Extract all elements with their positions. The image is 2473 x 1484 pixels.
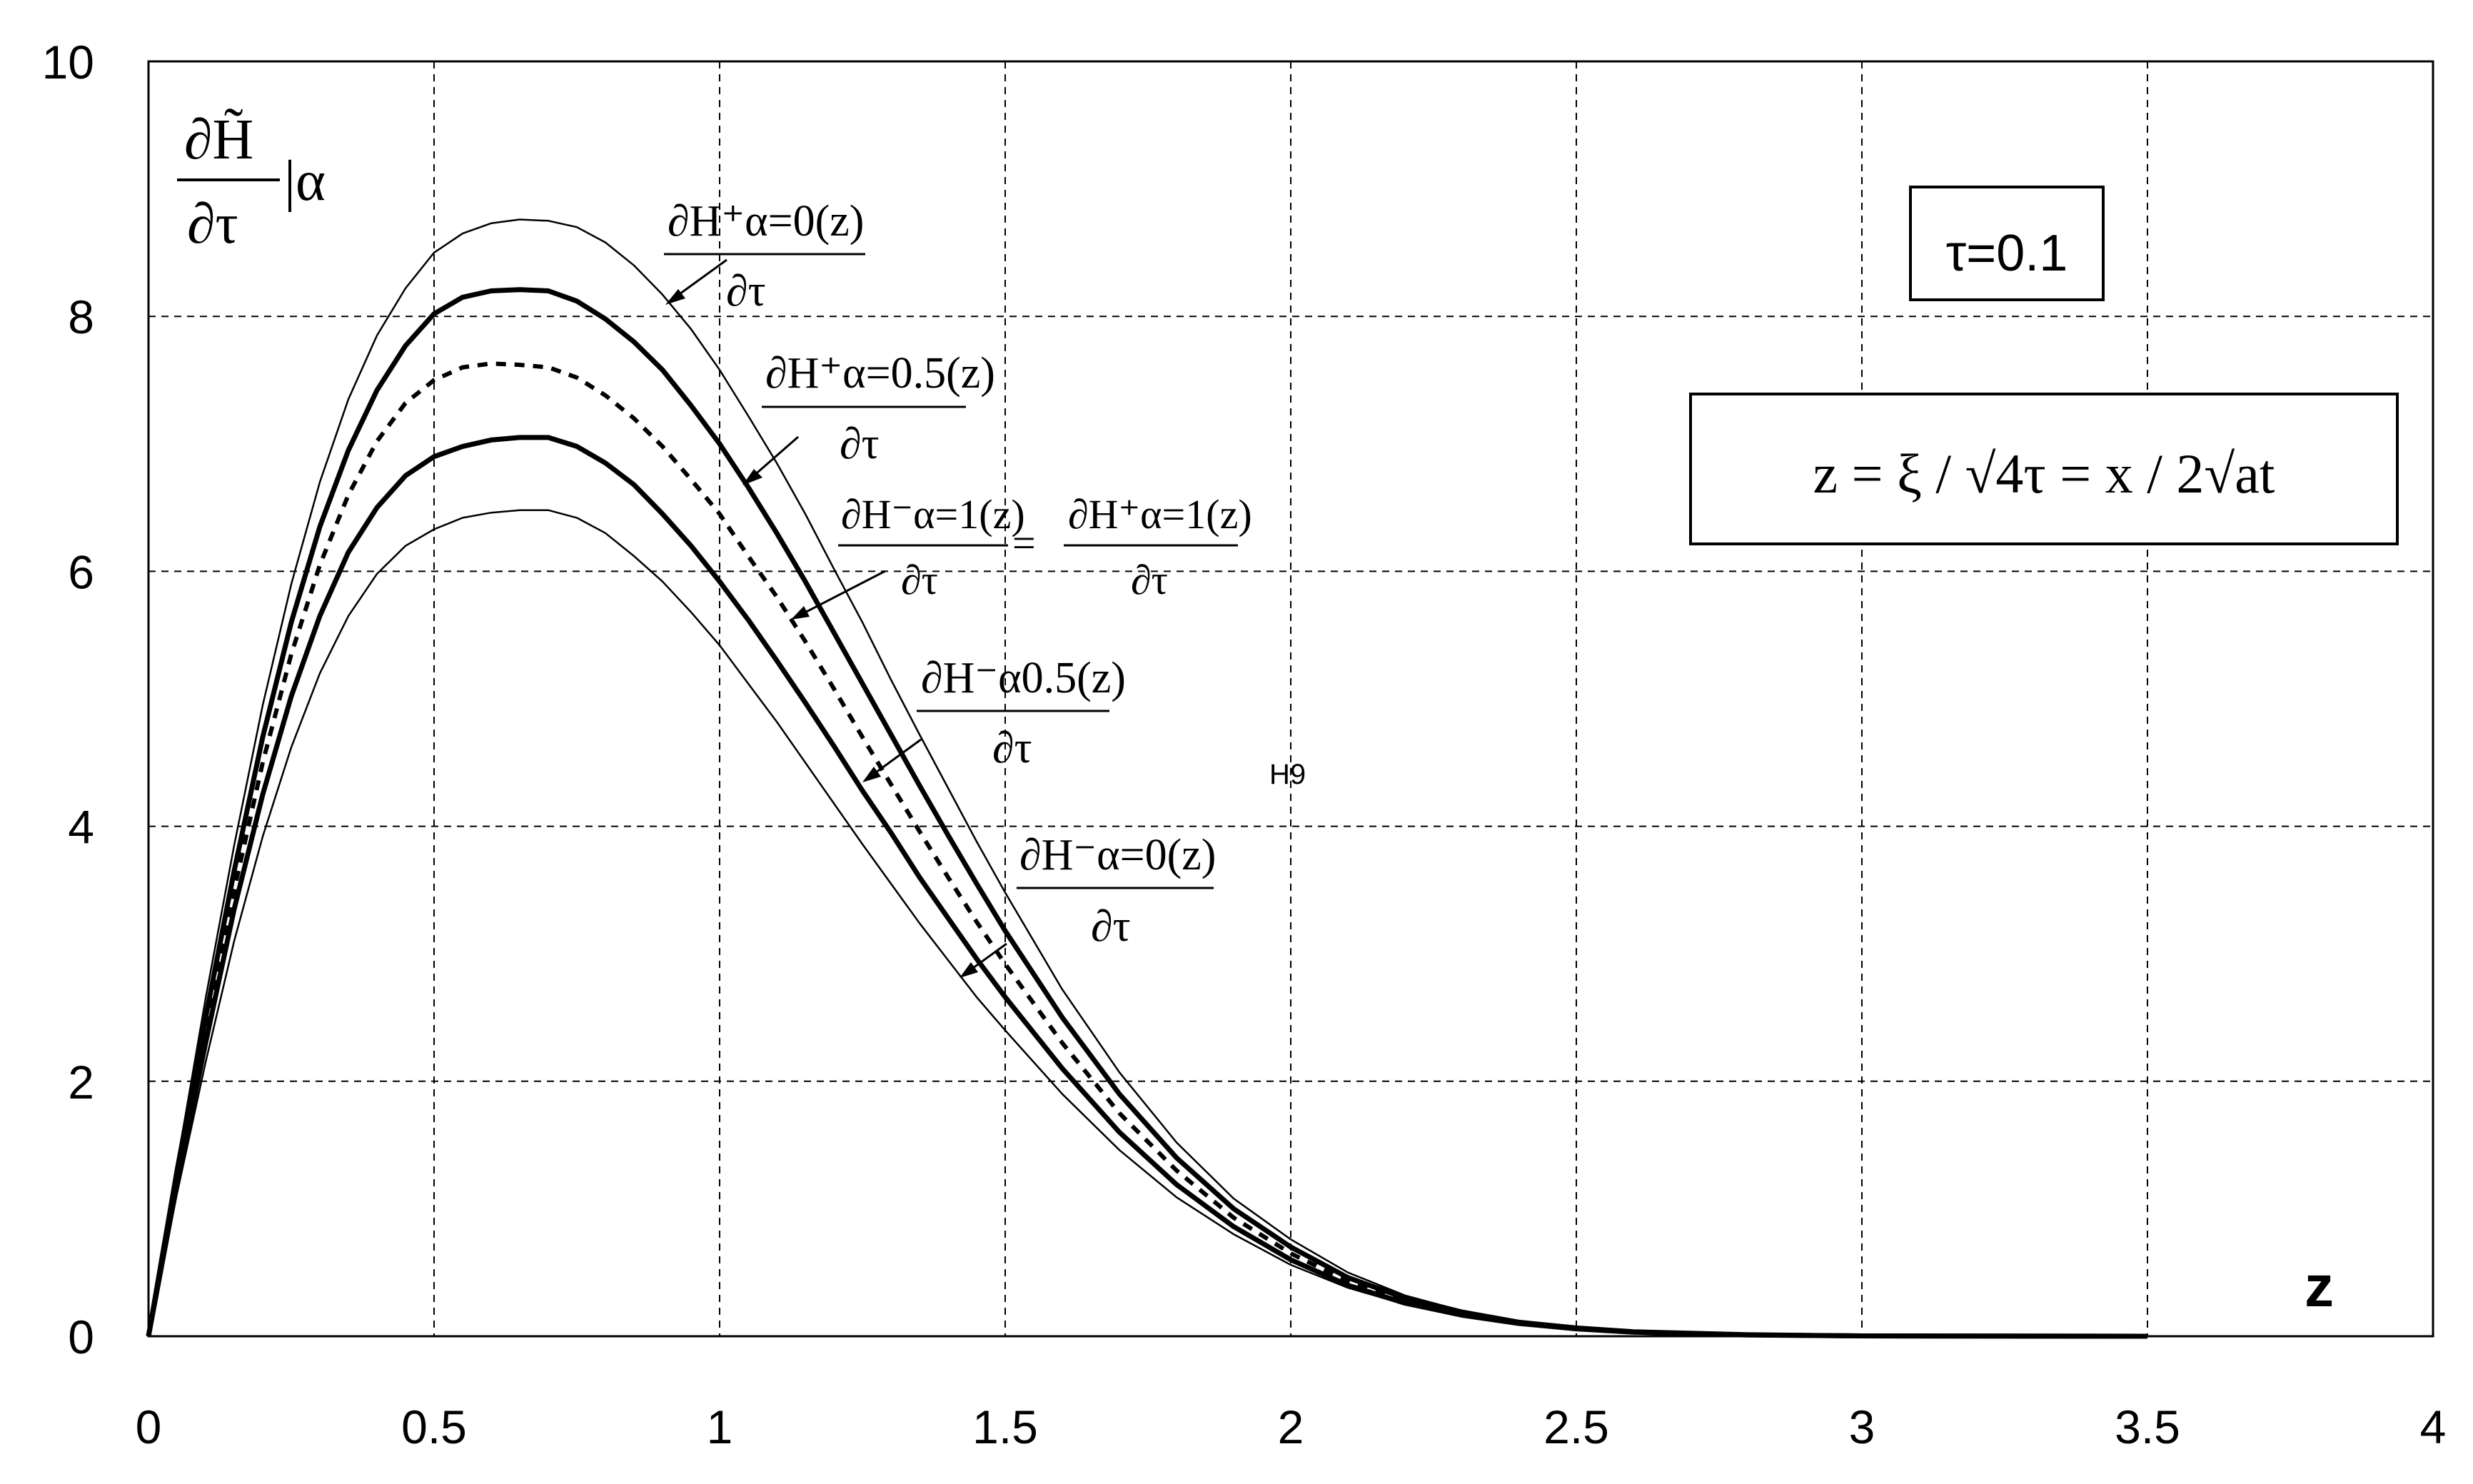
y-tick-label: 4 [68,801,94,854]
x-tick-label: 3 [1849,1400,1875,1453]
annotation-hminus-a1-denominator: ∂τ [901,557,938,603]
annotation-hplus-a05-denominator: ∂τ [840,420,880,468]
grid [148,61,2433,1336]
annotation-hplus-a1-denominator: ∂τ [1131,557,1168,603]
annotation-hminus-a0-denominator: ∂τ [1091,902,1131,951]
annotation-hminus-a1-equals: = [1012,520,1036,566]
annotation-hminus-a1-arrowhead [791,606,810,620]
annotation-hplus-a05-arrowhead [742,469,762,485]
annotation-hminus-a0-numerator: ∂H⁻α=0(z) [1019,831,1216,879]
annotation-hplus-a05-numerator: ∂H⁺α=0.5(z) [765,349,995,398]
x-tick-label: 1.5 [972,1400,1038,1453]
plot-frame [147,60,2434,1338]
stray-label: H9 [1269,759,1306,790]
y-axis-label-denominator: ∂τ [187,193,238,256]
y-axis-label: ∂H̃ ∂τ |α [177,108,326,256]
x-tick-label: 2 [1278,1400,1304,1453]
annotation-hminus-a1-numerator: ∂H⁻α=1(z) [841,491,1025,537]
formula-box: z = ξ / √4τ = x / 2√at [1689,393,2399,545]
annotation-hminus-a1-arrow [796,570,886,618]
tau-box: τ=0.1 [1909,186,2105,301]
y-axis-label-numerator: ∂H̃ [184,108,253,171]
annotation-hminus-a0: ∂H⁻α=0(z) ∂τ [960,831,1216,978]
annotation-hminus-a05-numerator: ∂H⁻α0.5(z) [921,654,1126,702]
annotation-hminus-a05: ∂H⁻α0.5(z) ∂τ [862,654,1126,782]
y-tick-label: 8 [68,291,94,343]
series-line-4 [147,509,2148,1338]
tau-box-frame [1909,186,2105,301]
annotation-hminus-a05-denominator: ∂τ [992,724,1032,772]
series-group [146,218,2148,1339]
annotation-hplus-a0-denominator: ∂τ [726,267,766,316]
x-tick-label: 0.5 [401,1400,467,1453]
annotation-hplus-a0-arrowhead [665,289,685,305]
y-tick-label: 0 [68,1311,94,1363]
curve-annotations: ∂H⁺α=0(z) ∂τ ∂H⁺α=0.5(z) ∂τ ∂H⁻α=1(z) ∂τ… [664,197,1252,978]
y-tick-label: 10 [42,36,94,89]
tau-box-text: τ=0.1 [1946,225,2068,282]
annotation-hplus-a0-numerator: ∂H⁺α=0(z) [668,197,864,246]
series-line-1 [146,287,2148,1339]
x-axis-label: z [2305,1254,2334,1319]
annotation-hminus-a1: ∂H⁻α=1(z) ∂τ = ∂H⁺α=1(z) ∂τ [791,491,1252,620]
formula-box-text: z = ξ / √4τ = x / 2√at [1813,443,2275,505]
y-axis-label-suffix: |α [284,150,326,213]
x-tick-label: 2.5 [1543,1400,1609,1453]
formula-box-frame [1689,393,2399,545]
annotation-hminus-a05-arrowhead [862,767,881,782]
annotation-hminus-a0-arrowhead [960,962,978,978]
annotation-hplus-a0: ∂H⁺α=0(z) ∂τ [664,197,865,316]
x-tick-label: 3.5 [2115,1400,2180,1453]
y-tick-label: 6 [68,545,94,598]
y-tick-label: 2 [68,1056,94,1109]
series-line-3 [146,435,2148,1339]
x-tick-label: 1 [707,1400,733,1453]
series-line-0 [147,218,2148,1338]
x-tick-label: 0 [136,1400,162,1453]
annotation-hplus-a1-numerator: ∂H⁺α=1(z) [1068,491,1252,537]
annotation-hplus-a05: ∂H⁺α=0.5(z) ∂τ [742,349,995,485]
tick-labels: 0 0.5 1 1.5 2 2.5 3 3.5 4 0 2 4 6 8 10 [42,36,2447,1453]
x-tick-label: 4 [2420,1400,2447,1453]
